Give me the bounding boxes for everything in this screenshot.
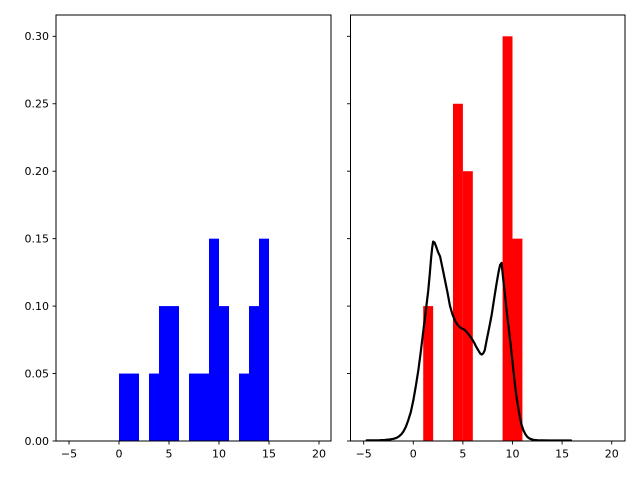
histogram-bar — [502, 36, 513, 442]
histogram-bar — [239, 373, 249, 441]
x-tick-label: 10 — [212, 448, 226, 461]
x-tick-label: 15 — [555, 448, 569, 461]
x-tick-label: 10 — [506, 448, 520, 461]
histogram-bar — [169, 306, 179, 441]
x-tick-label: 0 — [116, 448, 123, 461]
histogram-bar — [159, 306, 169, 441]
x-tick-label: −5 — [61, 448, 77, 461]
axes-frame — [350, 14, 626, 442]
y-tick-label: 0.15 — [25, 233, 50, 246]
histogram-bar — [189, 373, 199, 441]
y-tick-label: 0.30 — [25, 30, 50, 43]
kde-curve — [365, 240, 573, 442]
histogram-bar — [149, 373, 159, 441]
y-tick-label: 0.05 — [25, 367, 50, 380]
y-tick-label: 0.10 — [25, 300, 50, 313]
histogram-bar — [199, 373, 209, 441]
y-tick-label: 0.20 — [25, 165, 50, 178]
histogram-bar — [452, 103, 463, 441]
x-tick-label: 0 — [410, 448, 417, 461]
histogram-bar — [119, 373, 129, 441]
x-tick-label: −5 — [356, 448, 372, 461]
x-tick-label: 15 — [262, 448, 276, 461]
histogram-bar — [259, 238, 269, 441]
histogram-bar — [209, 238, 219, 441]
axes-frame — [55, 14, 332, 442]
y-tick-label: 0.25 — [25, 98, 50, 111]
x-tick-label: 5 — [459, 448, 466, 461]
histogram-bar — [129, 373, 139, 441]
x-tick-label: 20 — [312, 448, 326, 461]
histogram-bar — [423, 306, 434, 441]
x-tick-label: 20 — [605, 448, 619, 461]
x-tick-label: 5 — [166, 448, 173, 461]
histogram-bar — [462, 171, 473, 441]
histogram-bar — [249, 306, 259, 441]
histogram-bar — [512, 238, 523, 441]
y-tick-label: 0.00 — [25, 435, 50, 448]
right-histogram-kde-axes: −5 0 5 10 15 20 — [347, 14, 626, 461]
left-histogram-axes: −5 0 5 10 15 20 0.00 0.05 0.10 0.15 0.20 0.25 0.30 — [25, 14, 332, 461]
histogram-bar — [219, 306, 229, 441]
